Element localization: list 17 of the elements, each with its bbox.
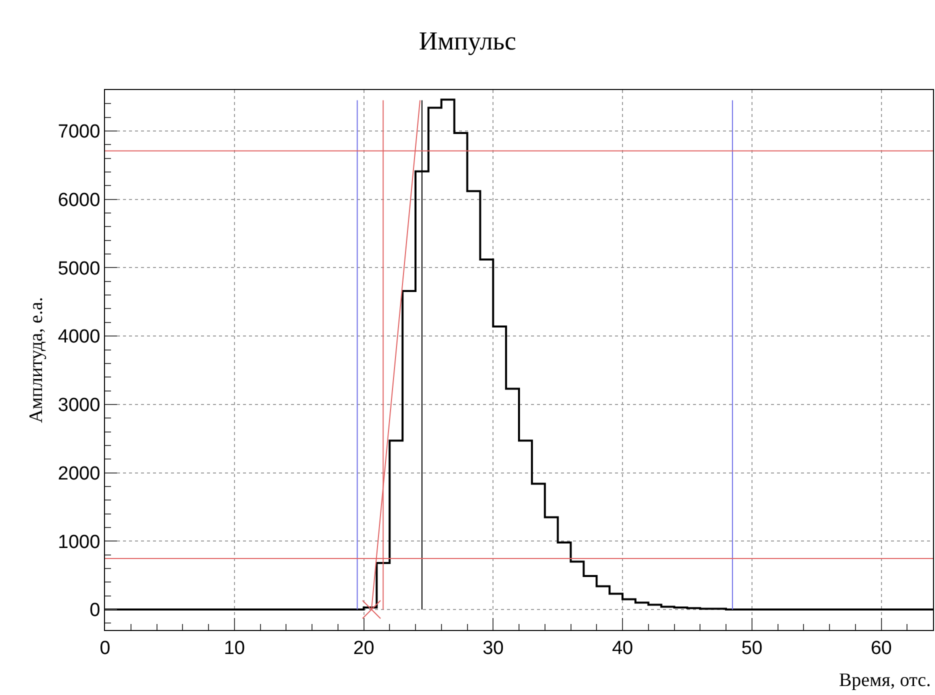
x-tick-label: 10 — [224, 638, 245, 659]
y-axis-title: Амплитуда, е.а. — [26, 297, 47, 423]
x-axis-title: Время, отс. — [839, 670, 931, 691]
chart-title: Импульс — [418, 26, 516, 56]
x-tick-label: 40 — [612, 638, 634, 659]
y-tick-label: 2000 — [58, 463, 100, 484]
y-tick-label: 1000 — [58, 532, 100, 553]
x-tick-label: 60 — [870, 638, 892, 659]
x-tick-label: 50 — [741, 638, 762, 659]
y-tick-label: 4000 — [58, 326, 100, 348]
x-tick-label: 20 — [353, 638, 374, 659]
y-tick-label: 7000 — [58, 122, 100, 143]
y-tick-label: 3000 — [58, 395, 100, 416]
y-tick-label: 6000 — [58, 190, 100, 212]
y-tick-label: 0 — [90, 600, 100, 622]
x-tick-label: 30 — [482, 638, 504, 659]
y-tick-label: 5000 — [58, 258, 100, 280]
